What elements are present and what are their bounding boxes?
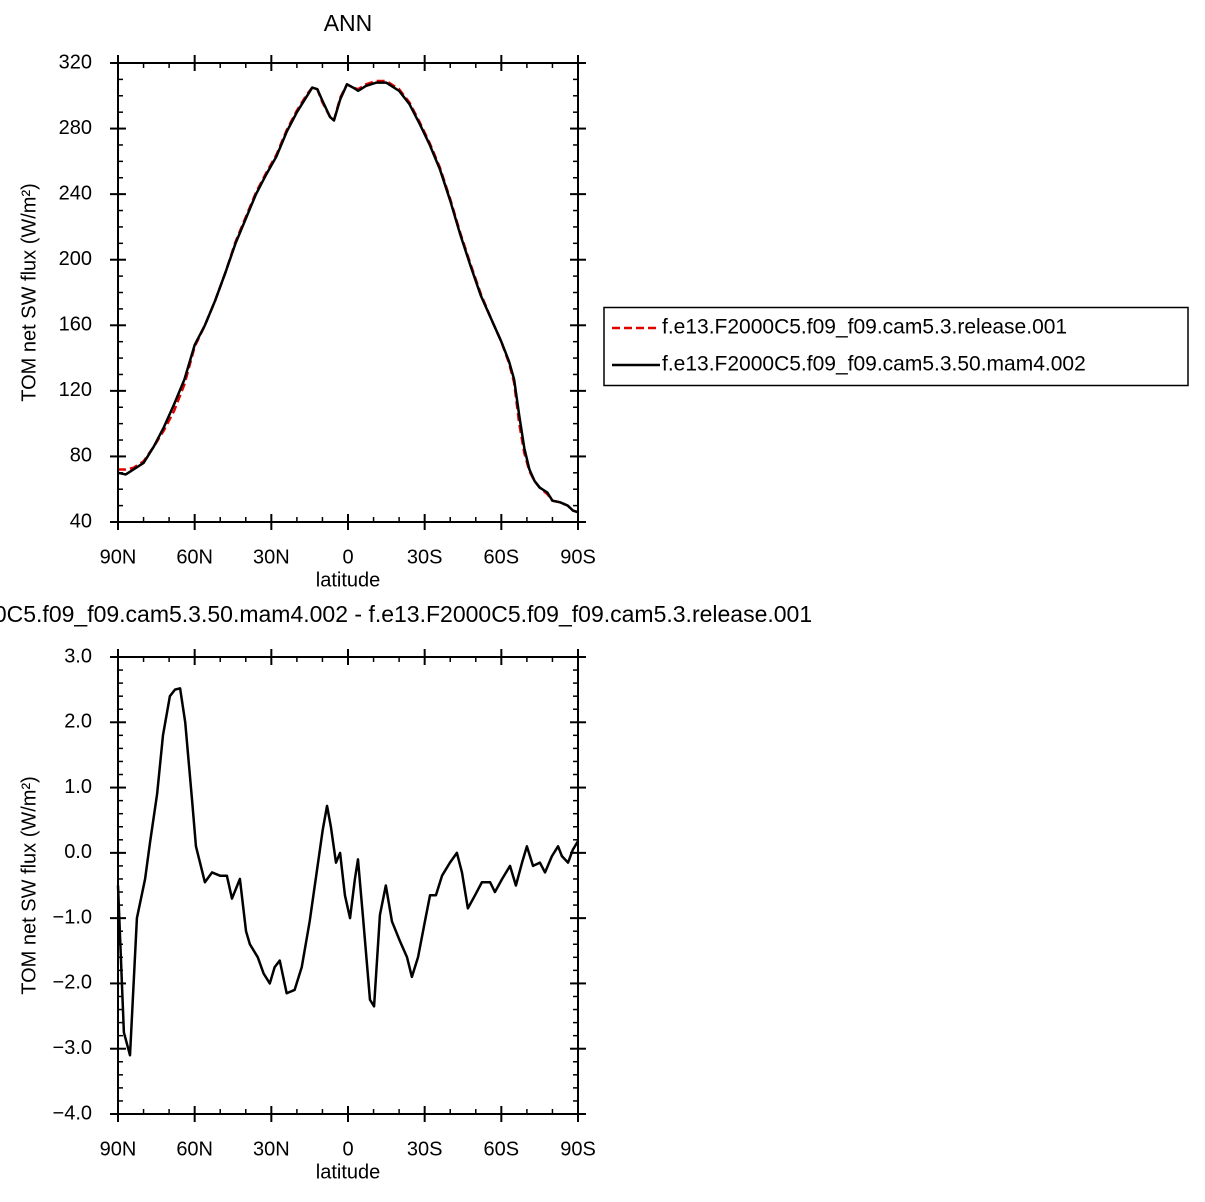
y-tick-label: −2.0	[53, 972, 92, 994]
x-axis-label: latitude	[316, 569, 381, 591]
chart-title: f.e13.F2000C5.f09_f09.cam5.3.50.mam4.002…	[0, 601, 812, 627]
x-axis-label: latitude	[316, 1161, 381, 1183]
legend-label: f.e13.F2000C5.f09_f09.cam5.3.release.001	[662, 316, 1067, 339]
x-tick-label: 90S	[560, 546, 596, 568]
data-line	[118, 79, 579, 514]
legend-label: f.e13.F2000C5.f09_f09.cam5.3.50.mam4.002	[662, 353, 1086, 376]
x-tick-label: 90S	[560, 1138, 596, 1160]
data-line	[116, 687, 580, 1057]
y-tick-label: 200	[59, 248, 92, 270]
x-tick-label: 60S	[484, 546, 520, 568]
x-tick-label: 30N	[253, 1138, 290, 1160]
y-tick-label: 40	[70, 510, 92, 532]
x-tick-label: 30N	[253, 546, 290, 568]
plot-frame	[117, 62, 579, 523]
y-tick-label: −3.0	[53, 1037, 92, 1059]
y-tick-label: 160	[59, 314, 92, 336]
x-tick-label: 90N	[100, 1138, 137, 1160]
x-tick-label: 0	[342, 1138, 353, 1160]
y-tick-label: 1.0	[64, 776, 92, 798]
y-tick-label: 2.0	[64, 711, 92, 733]
x-tick-label: 60N	[176, 546, 213, 568]
x-tick-label: 60N	[176, 1138, 213, 1160]
y-tick-label: 80	[70, 445, 92, 467]
y-axis-label: TOM net SW flux (W/m²)	[18, 183, 40, 402]
x-tick-label: 60S	[484, 1138, 520, 1160]
y-tick-label: 240	[59, 182, 92, 204]
x-tick-label: 30S	[407, 546, 443, 568]
x-tick-label: 30S	[407, 1138, 443, 1160]
x-tick-label: 0	[342, 546, 353, 568]
x-tick-label: 90N	[100, 546, 137, 568]
legend-box	[603, 306, 1189, 387]
chart-title: ANN	[324, 10, 373, 36]
y-tick-label: 3.0	[64, 645, 92, 667]
y-tick-label: 320	[59, 51, 92, 73]
y-tick-label: 280	[59, 117, 92, 139]
y-tick-label: −4.0	[53, 1102, 92, 1124]
plot-frame	[117, 656, 579, 1115]
data-line	[117, 81, 579, 514]
y-tick-label: 0.0	[64, 841, 92, 863]
y-axis-label: TOM net SW flux (W/m²)	[18, 776, 40, 995]
y-tick-label: −1.0	[53, 906, 92, 928]
y-tick-label: 120	[59, 379, 92, 401]
